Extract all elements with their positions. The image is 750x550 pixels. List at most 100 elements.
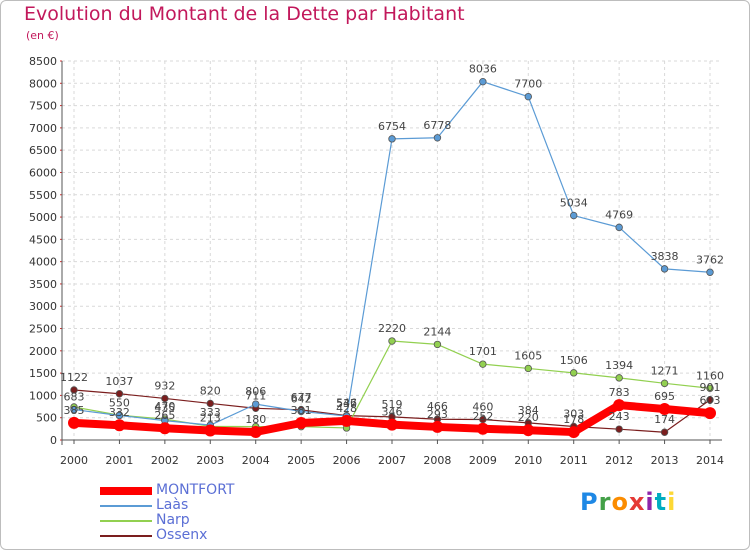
logo-letter: r [598, 488, 612, 516]
data-label: 346 [382, 406, 403, 419]
data-label: 252 [472, 410, 493, 423]
data-point [524, 92, 532, 101]
data-label: 603 [700, 394, 721, 407]
data-label: 820 [200, 384, 221, 397]
data-label: 550 [109, 396, 130, 409]
data-label: 711 [245, 389, 266, 402]
y-tick-label: 3000 [29, 300, 57, 313]
data-label: 385 [64, 404, 85, 417]
data-label: 1506 [560, 354, 588, 367]
y-tick-label: 4000 [29, 256, 57, 269]
y-tick-label: 1000 [29, 389, 57, 402]
data-label: 8036 [469, 63, 497, 76]
data-point [68, 416, 80, 429]
data-point [388, 135, 396, 143]
data-label: 683 [64, 391, 85, 404]
data-label: 2220 [378, 322, 406, 335]
data-point [706, 268, 714, 276]
data-point [113, 419, 126, 432]
data-point [660, 428, 669, 436]
data-label: 1122 [60, 371, 88, 384]
x-tick-label: 2009 [469, 454, 497, 467]
data-point [386, 418, 398, 431]
data-label: 7700 [514, 78, 542, 91]
x-tick-label: 2006 [333, 454, 361, 467]
data-label: 3762 [696, 253, 724, 266]
y-tick-label: 7500 [29, 100, 57, 113]
data-point [615, 223, 623, 232]
x-tick-label: 2008 [423, 454, 451, 467]
y-tick-label: 6500 [29, 144, 57, 157]
x-tick-label: 2004 [242, 454, 270, 467]
data-point [431, 420, 444, 433]
proxiti-logo: Proxiti [580, 488, 676, 516]
y-tick-label: 0 [50, 434, 57, 447]
x-tick-label: 2011 [560, 454, 588, 467]
data-label: 783 [609, 386, 630, 399]
x-tick-label: 2002 [151, 454, 179, 467]
data-point [613, 399, 626, 412]
x-tick-label: 2012 [605, 454, 633, 467]
data-point [706, 384, 714, 392]
data-point [570, 369, 578, 377]
legend-label: Narp [156, 512, 190, 528]
legend-swatch [100, 520, 152, 522]
data-point [433, 340, 442, 349]
data-point [567, 426, 580, 439]
data-label: 303 [563, 407, 584, 420]
data-label: 178 [563, 413, 584, 426]
data-label: 1160 [696, 369, 724, 382]
data-label: 180 [245, 413, 266, 426]
x-tick-label: 2014 [696, 454, 724, 467]
legend-label: Laàs [156, 497, 189, 513]
data-point [704, 407, 716, 420]
x-tick-label: 2000 [60, 454, 88, 467]
y-tick-label: 4500 [29, 233, 57, 246]
data-label: 537 [336, 397, 357, 410]
data-label: 901 [700, 381, 721, 394]
y-tick-label: 500 [36, 412, 57, 425]
data-point [479, 360, 487, 368]
data-point [204, 424, 217, 437]
data-label: 6754 [378, 120, 406, 133]
data-label: 677 [291, 391, 312, 404]
data-point [70, 386, 78, 394]
data-label: 470 [154, 400, 175, 413]
data-label: 546 [336, 397, 357, 410]
data-point [476, 422, 489, 435]
data-point [660, 265, 669, 273]
data-label: 332 [109, 406, 130, 419]
data-label: 519 [382, 398, 403, 411]
data-point [615, 425, 623, 433]
data-label: 1394 [605, 359, 633, 372]
y-tick-label: 8500 [29, 55, 57, 68]
data-label: 220 [518, 411, 539, 424]
x-tick-label: 2013 [651, 454, 679, 467]
chart-title: Evolution du Montant de la Dette par Hab… [24, 3, 465, 25]
data-label: 2144 [423, 325, 451, 338]
data-point [206, 399, 214, 408]
legend-swatch [100, 505, 152, 507]
data-point [295, 417, 308, 430]
data-point [158, 422, 171, 435]
chart-subtitle: (en €) [26, 29, 59, 42]
data-label: 6778 [423, 119, 451, 132]
y-tick-label: 3500 [29, 278, 57, 291]
data-label: 695 [654, 390, 675, 403]
logo-letter: t [654, 488, 668, 516]
data-label: 932 [154, 379, 175, 392]
data-point [161, 394, 169, 403]
data-label: 243 [609, 410, 630, 423]
data-label: 265 [154, 409, 175, 422]
y-tick-label: 7000 [29, 122, 57, 135]
data-label: 333 [200, 406, 221, 419]
legend-label: Ossenx [156, 527, 208, 543]
data-label: 806 [245, 385, 266, 398]
data-label: 4769 [605, 208, 633, 221]
data-point [524, 364, 532, 373]
data-point [115, 390, 124, 398]
data-point [658, 403, 671, 416]
logo-letter: i [645, 488, 655, 516]
data-point [433, 134, 442, 142]
